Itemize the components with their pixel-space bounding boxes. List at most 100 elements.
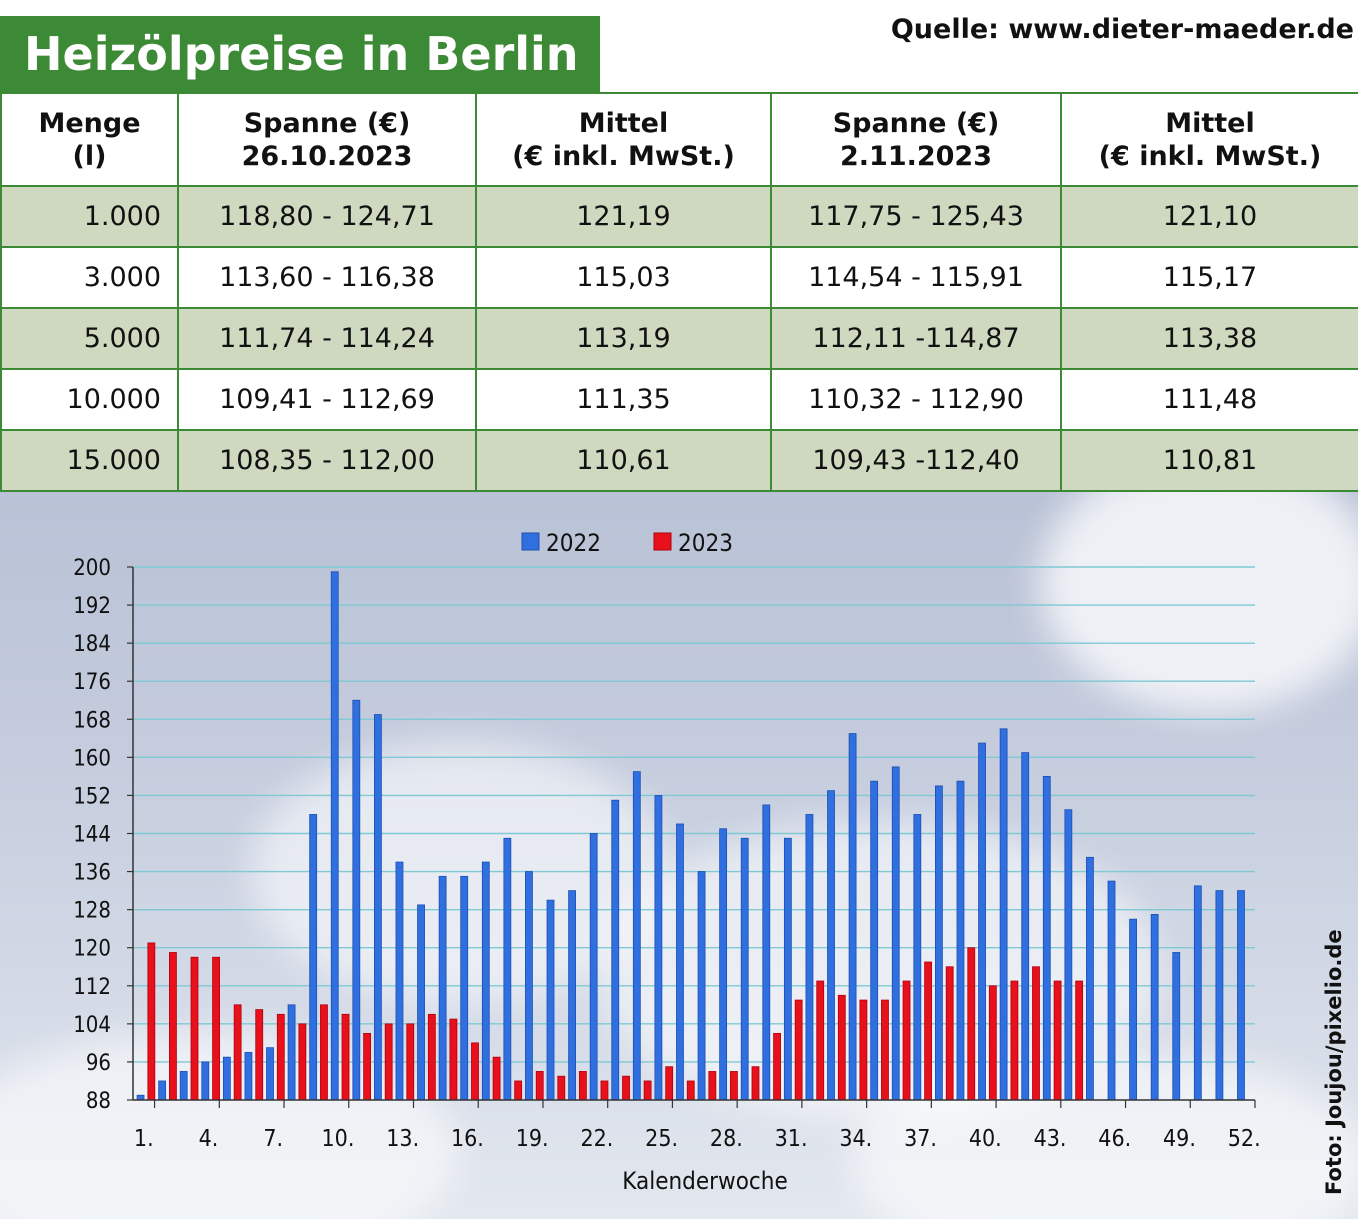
photo-credit: Foto: Joujou/pixelio.de (1322, 929, 1346, 1195)
bar-2022-week-28 (719, 828, 728, 1101)
bar-2022-week-31 (783, 837, 792, 1101)
cell-spanne-26-10: 118,80 - 124,71 (177, 185, 477, 248)
bar-2023-week-11 (363, 1032, 372, 1101)
bar-2022-week-36 (891, 766, 900, 1101)
bar-2023-week-24 (643, 1080, 652, 1101)
bar-2023-week-32 (816, 980, 825, 1101)
bar-2022-week-14 (417, 904, 425, 1101)
bar-2022-week-49 (1172, 952, 1181, 1101)
legend: 2022 2023 (521, 529, 733, 557)
y-tick-label: 200 (73, 556, 111, 581)
x-tick-label: 22. (580, 1126, 613, 1152)
x-tick-label: 31. (775, 1126, 808, 1152)
source-credit: Quelle: www.dieter-maeder.de (890, 14, 1354, 45)
bar-2023-week-31 (794, 999, 803, 1101)
bar-2023-week-28 (730, 1071, 738, 1101)
bars (136, 571, 1245, 1101)
cell-spanne-26-10: 109,41 - 112,69 (177, 368, 477, 431)
header-spanne-26-10: Spanne (€) 26.10.2023 (177, 92, 477, 187)
y-tick-label: 184 (73, 632, 111, 657)
bar-2023-week-13 (406, 1023, 415, 1101)
x-tick-label: 43. (1034, 1126, 1067, 1152)
bar-2023-week-25 (665, 1066, 674, 1101)
cell-spanne-2-11: 112,11 -114,87 (770, 307, 1062, 370)
bar-2022-week-41 (999, 728, 1008, 1101)
cell-mittel-2-11: 113,38 (1060, 307, 1358, 370)
bar-2023-week-3 (190, 956, 199, 1101)
x-tick-label: 7. (263, 1126, 283, 1152)
bar-2023-week-30 (773, 1032, 781, 1101)
table-row: 1.000 118,80 - 124,71 121,19 117,75 - 12… (0, 185, 1358, 248)
cell-menge: 10.000 (0, 368, 179, 431)
bar-2023-week-26 (686, 1080, 695, 1101)
y-tick-label: 168 (73, 708, 111, 733)
y-tick-label: 128 (73, 899, 111, 924)
bar-2023-week-21 (578, 1071, 587, 1101)
cell-spanne-2-11: 117,75 - 125,43 (770, 185, 1062, 248)
bar-2022-week-24 (632, 771, 641, 1101)
bar-2023-week-44 (1075, 980, 1084, 1101)
bar-2022-week-20 (546, 899, 555, 1101)
y-tick-label: 96 (86, 1051, 111, 1076)
bar-2023-week-42 (1032, 966, 1040, 1101)
bar-2022-week-9 (309, 814, 318, 1101)
bar-2023-week-33 (837, 994, 846, 1101)
bar-2022-week-21 (568, 890, 576, 1101)
cell-mittel-26-10: 121,19 (475, 185, 772, 248)
bar-2022-week-40 (978, 742, 986, 1101)
bar-2022-week-50 (1193, 885, 1202, 1101)
cell-spanne-2-11: 110,32 - 112,90 (770, 368, 1062, 431)
cell-spanne-26-10: 111,74 - 114,24 (177, 307, 477, 370)
bar-2022-week-37 (913, 814, 922, 1101)
y-tick-label: 136 (73, 861, 111, 886)
legend-swatch-2022 (521, 532, 540, 551)
page-title: Heizölpreise in Berlin (0, 16, 600, 92)
bar-2022-week-30 (762, 804, 771, 1101)
cell-mittel-2-11: 115,17 (1060, 246, 1358, 309)
bar-2023-week-36 (902, 980, 911, 1101)
bar-2022-week-23 (611, 799, 620, 1101)
bar-2022-week-10 (330, 571, 339, 1101)
x-tick-label: 13. (386, 1126, 419, 1152)
bar-2023-week-34 (859, 999, 868, 1101)
table-row: 5.000 111,74 - 114,24 113,19 112,11 -114… (0, 307, 1358, 370)
x-tick-label: 10. (322, 1126, 355, 1152)
bar-2022-week-8 (287, 1004, 296, 1101)
x-tick-label: 37. (904, 1126, 937, 1152)
bar-2022-week-27 (697, 871, 706, 1101)
bar-2022-week-39 (956, 780, 965, 1101)
x-tick-label: 4. (199, 1126, 219, 1152)
cell-mittel-26-10: 110,61 (475, 429, 772, 492)
bar-2023-week-20 (557, 1075, 566, 1101)
y-tick-label: 144 (73, 823, 111, 848)
y-tick-label: 192 (73, 594, 111, 619)
axes: 88 96 104 112 120 128 136 144 152 160 168 176 184 192… (73, 556, 1260, 1152)
bar-2022-week-15 (438, 875, 447, 1101)
bar-2022-week-6 (244, 1052, 253, 1101)
bar-2022-week-17 (481, 861, 490, 1101)
bar-2022-week-43 (1042, 775, 1051, 1101)
y-tick-label: 88 (86, 1089, 111, 1114)
bar-2022-week-7 (266, 1047, 274, 1101)
bar-2022-week-26 (676, 823, 684, 1101)
header-menge: Menge (l) (0, 92, 179, 187)
bar-2022-week-45 (1086, 856, 1094, 1101)
cell-mittel-26-10: 113,19 (475, 307, 772, 370)
bar-2022-week-25 (654, 795, 663, 1101)
bar-2023-week-8 (298, 1023, 307, 1101)
bar-2022-week-3 (179, 1071, 188, 1101)
bar-2023-week-16 (471, 1042, 479, 1101)
x-tick-label: 1. (134, 1126, 154, 1152)
y-tick-label: 104 (73, 1013, 111, 1038)
bar-2023-week-7 (276, 1013, 285, 1101)
cell-mittel-26-10: 111,35 (475, 368, 772, 431)
table-row: 3.000 113,60 - 116,38 115,03 114,54 - 11… (0, 246, 1358, 309)
bar-2023-week-37 (924, 961, 933, 1101)
bar-2022-week-44 (1064, 809, 1073, 1101)
cell-spanne-26-10: 108,35 - 112,00 (177, 429, 477, 492)
cell-menge: 5.000 (0, 307, 179, 370)
bar-2022-week-42 (1021, 752, 1030, 1101)
legend-label-2022: 2022 (546, 529, 601, 557)
x-axis-label: Kalenderwoche (622, 1167, 788, 1195)
bar-2022-week-2 (158, 1080, 167, 1101)
